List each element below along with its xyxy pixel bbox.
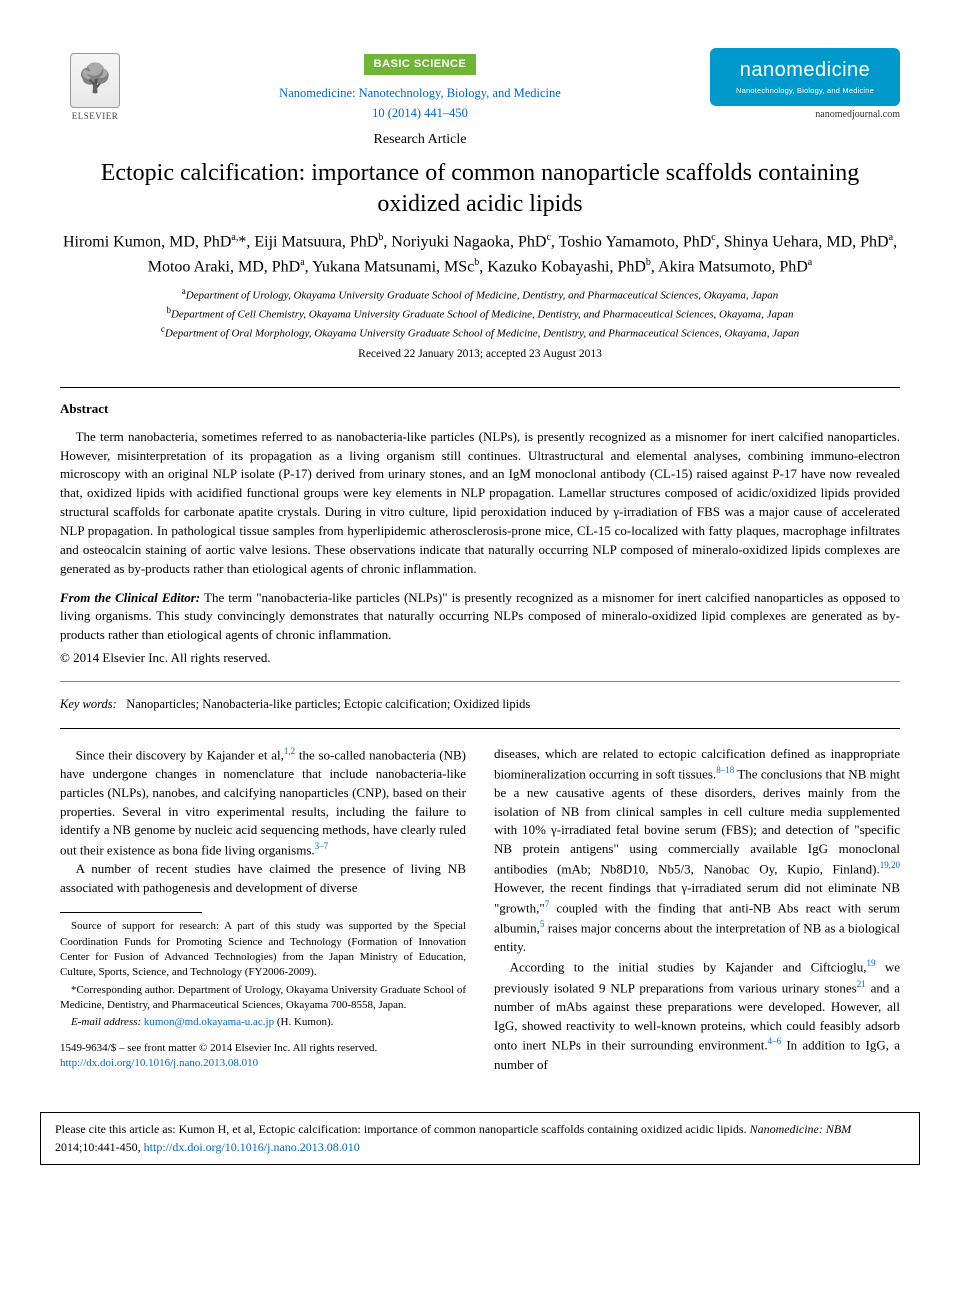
affiliations: aDepartment of Urology, Okayama Universi… <box>60 285 900 342</box>
cite-text-pre: Please cite this article as: Kumon H, et… <box>55 1122 750 1136</box>
body-paragraph: diseases, which are related to ectopic c… <box>494 745 900 958</box>
article-title: Ectopic calcification: importance of com… <box>60 158 900 220</box>
corresponding-author-note: *Corresponding author. Department of Uro… <box>60 983 466 1014</box>
citation-link[interactable]: 4–6 <box>768 1036 782 1046</box>
brand-block: nanomedicine Nanotechnology, Biology, an… <box>710 48 900 122</box>
keywords-label: Key words: <box>60 697 117 711</box>
divider <box>60 681 900 682</box>
abstract-copyright: © 2014 Elsevier Inc. All rights reserved… <box>60 649 900 667</box>
elsevier-tree-icon <box>70 53 120 108</box>
citation-box: Please cite this article as: Kumon H, et… <box>40 1112 920 1165</box>
cite-text-post: 2014;10:441-450, <box>55 1140 144 1154</box>
citation-link[interactable]: 19,20 <box>880 860 900 870</box>
email-label: E-mail address: <box>71 1016 141 1028</box>
affiliation-b: bDepartment of Cell Chemistry, Okayama U… <box>60 304 900 323</box>
abstract-heading: Abstract <box>60 400 900 418</box>
affiliation-c: cDepartment of Oral Morphology, Okayama … <box>60 323 900 342</box>
left-column: Since their discovery by Kajander et al,… <box>60 745 466 1075</box>
citation-link[interactable]: 3–7 <box>315 841 329 851</box>
email-note: E-mail address: kumon@md.okayama-u.ac.jp… <box>60 1015 466 1030</box>
journal-volume-pages[interactable]: 10 (2014) 441–450 <box>130 105 710 123</box>
body-paragraph: Since their discovery by Kajander et al,… <box>60 745 466 861</box>
citation-link[interactable]: 19 <box>867 958 876 968</box>
citation-link[interactable]: 21 <box>857 979 866 989</box>
clinical-editor-note: From the Clinical Editor: The term "nano… <box>60 589 900 646</box>
authors-list: Hiromi Kumon, MD, PhDa,*, Eiji Matsuura,… <box>60 230 900 279</box>
footnotes: Source of support for research: A part o… <box>60 919 466 1031</box>
affiliation-a: aDepartment of Urology, Okayama Universi… <box>60 285 900 304</box>
divider <box>60 387 900 388</box>
journal-brand-logo: nanomedicine Nanotechnology, Biology, an… <box>710 48 900 106</box>
abstract-body: The term nanobacteria, sometimes referre… <box>60 428 900 579</box>
journal-url[interactable]: nanomedjournal.com <box>710 108 900 122</box>
cite-doi-link[interactable]: http://dx.doi.org/10.1016/j.nano.2013.08… <box>144 1140 360 1154</box>
issn-copyright: 1549-9634/$ – see front matter © 2014 El… <box>60 1041 466 1056</box>
journal-name[interactable]: Nanomedicine: Nanotechnology, Biology, a… <box>130 85 710 103</box>
cite-journal-abbrev: Nanomedicine: NBM <box>750 1122 852 1136</box>
page: ELSEVIER BASIC SCIENCE Nanomedicine: Nan… <box>0 0 960 1094</box>
corresponding-email-link[interactable]: kumon@md.okayama-u.ac.jp <box>144 1016 274 1028</box>
doi-link[interactable]: http://dx.doi.org/10.1016/j.nano.2013.08… <box>60 1057 258 1069</box>
article-dates: Received 22 January 2013; accepted 23 Au… <box>60 346 900 362</box>
body-columns: Since their discovery by Kajander et al,… <box>60 745 900 1075</box>
funding-note: Source of support for research: A part o… <box>60 919 466 981</box>
header: ELSEVIER BASIC SCIENCE Nanomedicine: Nan… <box>60 48 900 150</box>
clinical-editor-lead: From the Clinical Editor: <box>60 590 200 605</box>
right-column: diseases, which are related to ectopic c… <box>494 745 900 1075</box>
citation-link[interactable]: 8–18 <box>716 765 734 775</box>
divider <box>60 728 900 729</box>
section-badge: BASIC SCIENCE <box>364 54 477 75</box>
body-paragraph: A number of recent studies have claimed … <box>60 860 466 898</box>
email-author-paren: (H. Kumon). <box>277 1016 334 1028</box>
footnote-divider <box>60 912 202 913</box>
front-matter: 1549-9634/$ – see front matter © 2014 El… <box>60 1041 466 1072</box>
publisher-logo: ELSEVIER <box>60 48 130 128</box>
brand-sub-text: Nanotechnology, Biology, and Medicine <box>716 86 894 97</box>
publisher-name: ELSEVIER <box>72 110 119 123</box>
brand-main-text: nanomedicine <box>716 56 894 84</box>
body-paragraph: According to the initial studies by Kaja… <box>494 957 900 1074</box>
citation-link[interactable]: 1,2 <box>284 746 295 756</box>
keywords: Key words: Nanoparticles; Nanobacteria-l… <box>60 696 900 714</box>
article-type: Research Article <box>130 130 710 150</box>
header-center: BASIC SCIENCE Nanomedicine: Nanotechnolo… <box>130 48 710 150</box>
